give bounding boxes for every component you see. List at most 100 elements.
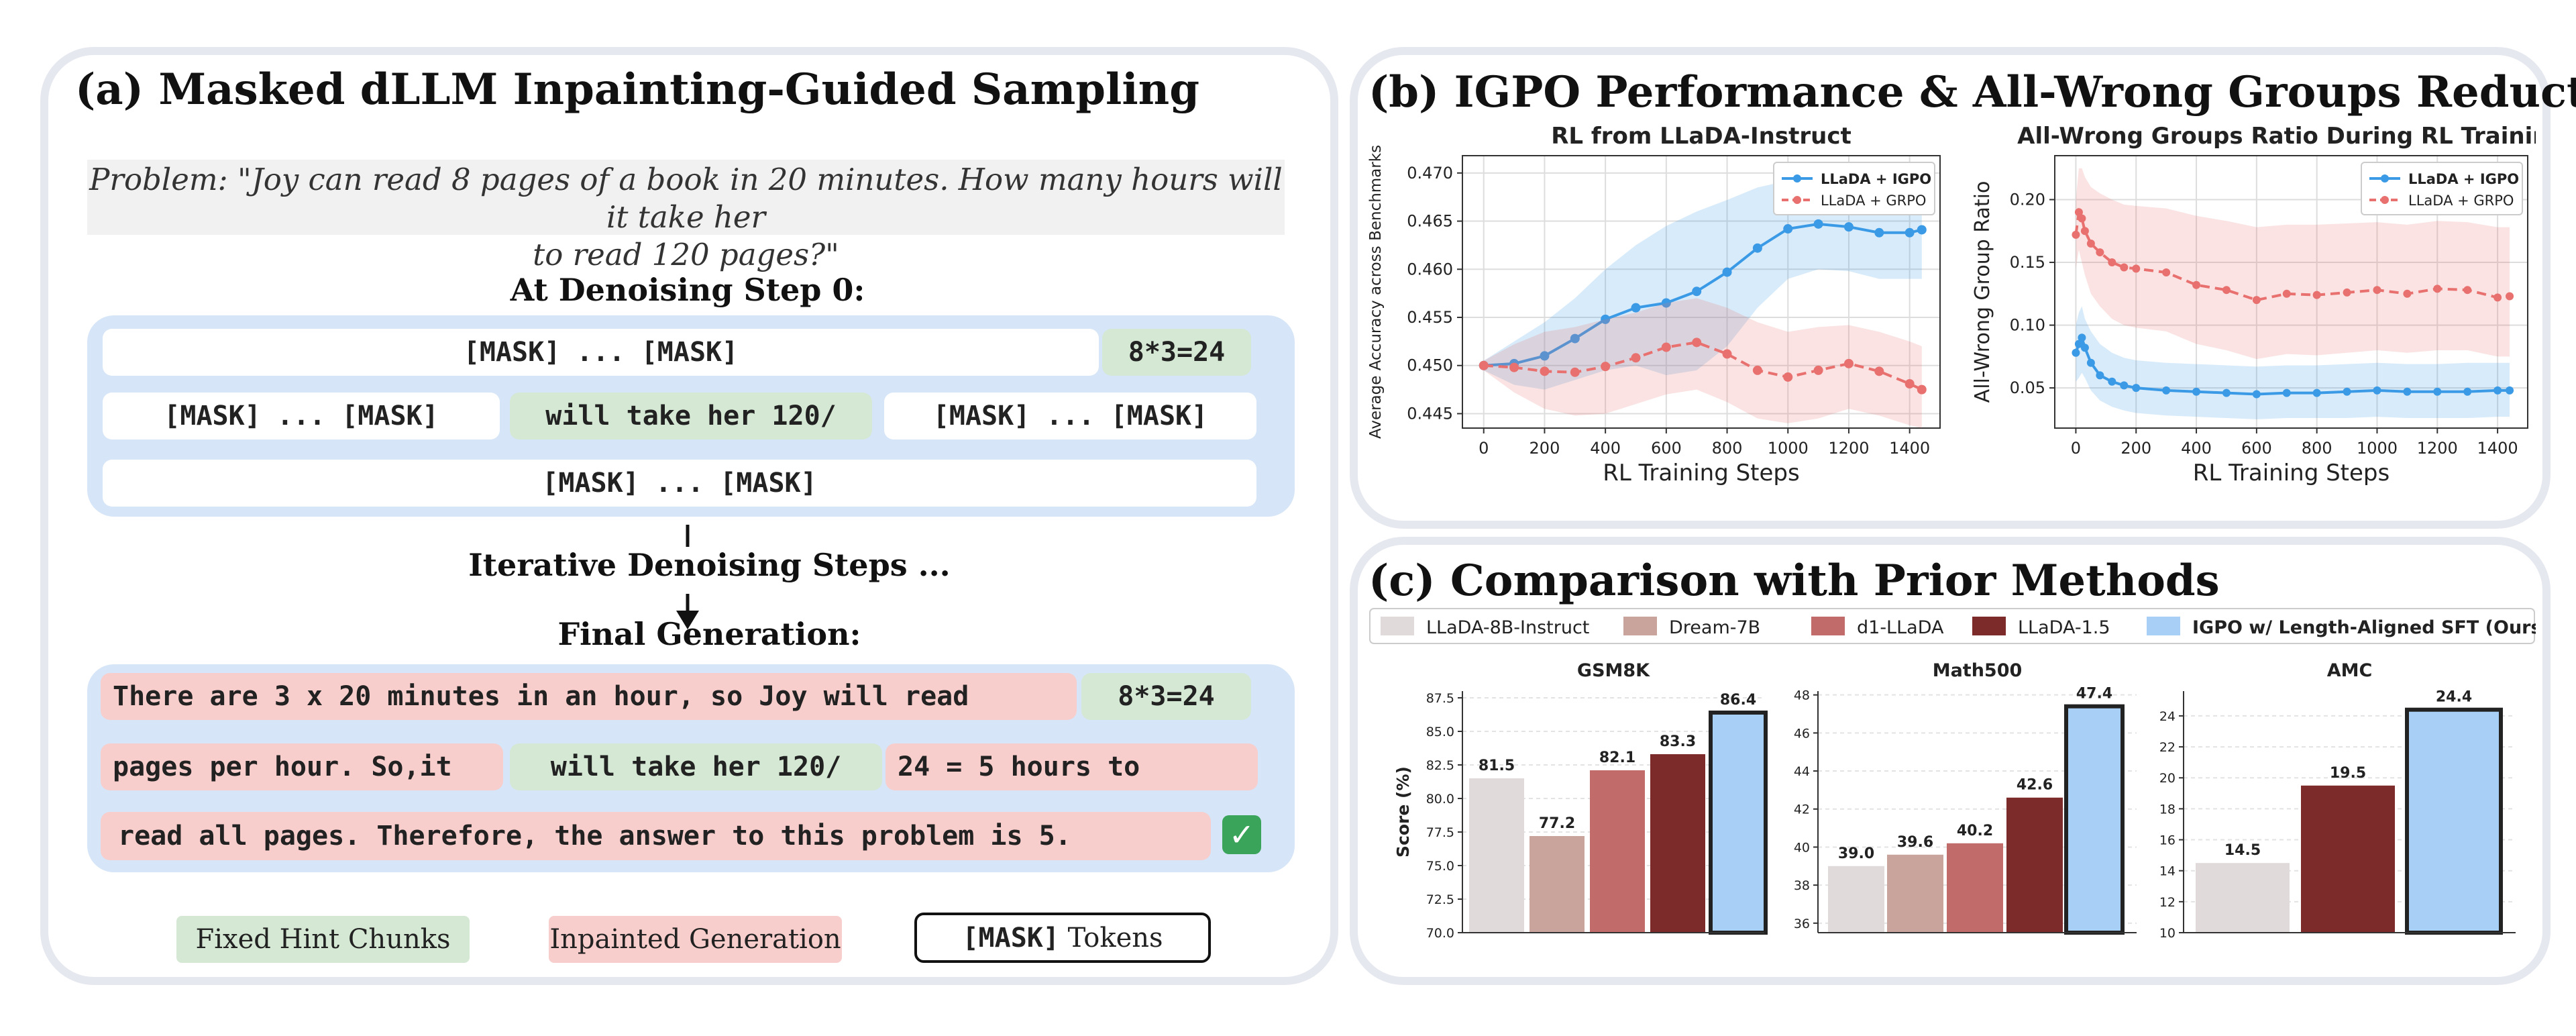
legend-inpainted: Inpainted Generation [549, 916, 842, 963]
data-point [2078, 214, 2086, 223]
data-point [2282, 389, 2291, 397]
bar [1709, 711, 1768, 935]
chart-title: AMC [2327, 660, 2373, 681]
x-tick-label: 600 [1651, 439, 1682, 458]
y-tick-label: 42 [1794, 802, 1810, 817]
chart-title: All-Wrong Groups Ratio During RL Trainin… [2017, 123, 2536, 150]
bar-value-label: 83.3 [1660, 733, 1696, 750]
chart-math500: Math500 36 38 40 42 44 46 48 39.0 39.6 40.2 42.6 47.… [1794, 660, 2137, 935]
problem-line-2: to read 120 pages?" [533, 237, 839, 272]
x-tick-label: 1000 [2357, 439, 2398, 458]
panel-b [1350, 47, 2551, 529]
y-tick-label: 77.5 [1426, 825, 1454, 840]
data-point [1752, 243, 1762, 253]
data-point [1601, 314, 1611, 324]
data-point [1917, 225, 1927, 235]
x-tick-label: 200 [1529, 439, 1560, 458]
x-tick-label: 1200 [1828, 439, 1869, 458]
chart-rl-accuracy: RL from LLaDA-Instruct 0 200 400 600 800 1000 1… [1367, 123, 1941, 486]
y-tick-label: 38 [1794, 878, 1810, 893]
data-point [1692, 287, 1702, 297]
series-line [1483, 341, 1923, 391]
y-tick-label: 0.05 [2010, 378, 2045, 397]
y-tick-label: 87.5 [1426, 691, 1454, 706]
y-tick-label: 14 [2159, 864, 2176, 879]
denoise-arrow [676, 525, 699, 629]
y-tick-label: 85.0 [1426, 725, 1454, 739]
final-row2-hint: will take her 120/ [510, 743, 882, 790]
data-point [1783, 224, 1793, 234]
data-point [2252, 390, 2261, 399]
y-tick-label: 44 [1794, 764, 1810, 779]
series-line [1483, 222, 1923, 367]
legend-swatch [1811, 617, 1845, 635]
y-tick-label: 0.20 [2010, 190, 2045, 209]
chart-amc: AMC 10 12 14 16 18 20 22 24 14.5 19.5 24.4 [2159, 660, 2516, 941]
y-tick-label: 0.460 [1407, 260, 1453, 278]
bar-value-label: 19.5 [2330, 765, 2366, 782]
bar [2006, 797, 2063, 933]
legend-label: LLaDA-1.5 [2018, 617, 2110, 638]
data-point [2463, 387, 2472, 396]
y-tick-label: 22 [2159, 740, 2176, 755]
data-point [1783, 372, 1793, 382]
y-tick-label: 0.450 [1407, 356, 1453, 375]
data-point [2403, 289, 2412, 298]
bar-value-label: 86.4 [1720, 692, 1756, 709]
data-point [2108, 377, 2116, 386]
series-line [2074, 207, 2510, 302]
data-point [2373, 286, 2381, 295]
data-point [2096, 248, 2104, 257]
data-point [2433, 387, 2442, 396]
x-axis-label: RL Training Steps [2193, 460, 2390, 486]
data-point [1752, 365, 1762, 375]
data-point [1631, 303, 1641, 313]
chart-title: RL from LLaDA-Instruct [1551, 123, 1851, 150]
y-tick-label: 16 [2159, 833, 2176, 848]
y-tick-label: 0.470 [1407, 164, 1453, 183]
data-point [2343, 387, 2351, 396]
data-point [1813, 219, 1823, 229]
y-tick-label: 18 [2159, 802, 2176, 817]
x-tick-label: 0 [1479, 439, 1489, 458]
data-point [1843, 222, 1854, 232]
y-axis-label: All-Wrong Group Ratio [1971, 181, 1994, 403]
data-point [2222, 286, 2231, 295]
y-tick-label: 36 [1794, 917, 1810, 931]
y-tick-label: 80.0 [1426, 792, 1454, 807]
step0-row1-hint: 8*3=24 [1102, 329, 1251, 376]
legend-box [2361, 162, 2523, 215]
final-heading: Final Generation: [557, 616, 861, 652]
legend-swatch [1972, 617, 2006, 635]
step0-row3-mask: [MASK] ... [MASK] [103, 460, 1256, 507]
data-point [1904, 379, 1915, 389]
legend-frame [1369, 608, 2535, 644]
step0-row2-hint: will take her 120/ [510, 393, 872, 439]
data-point [2506, 386, 2514, 395]
data-point [1917, 384, 1927, 395]
x-tick-label: 0 [2071, 439, 2081, 458]
x-axis-label: RL Training Steps [1603, 460, 1799, 486]
data-point [2506, 292, 2514, 301]
data-point [2080, 227, 2089, 236]
data-point [1874, 227, 1884, 238]
data-point [2078, 333, 2086, 342]
bar [1887, 854, 1943, 933]
bar-value-label: 47.4 [2076, 686, 2112, 703]
data-point [2162, 386, 2171, 395]
problem-line-1: Problem: "Joy can read 8 pages of a book… [89, 162, 1283, 235]
x-tick-label: 400 [1590, 439, 1621, 458]
y-tick-label: 75.0 [1426, 859, 1454, 874]
data-point [1540, 351, 1550, 361]
bar [2405, 707, 2503, 935]
bar [1828, 866, 1884, 933]
data-point [2120, 263, 2129, 272]
data-point [2493, 293, 2502, 302]
legend-marker [1793, 174, 1801, 183]
problem-box: Problem: "Joy can read 8 pages of a book… [87, 160, 1285, 272]
panel-a-title: (a) Masked dLLM Inpainting-Guided Sampli… [75, 64, 1199, 115]
legend-swatch [1623, 617, 1657, 635]
final-row2-inpainted-b: 24 = 5 hours to [885, 743, 1258, 790]
data-point [1570, 333, 1580, 344]
data-point [2192, 280, 2201, 289]
